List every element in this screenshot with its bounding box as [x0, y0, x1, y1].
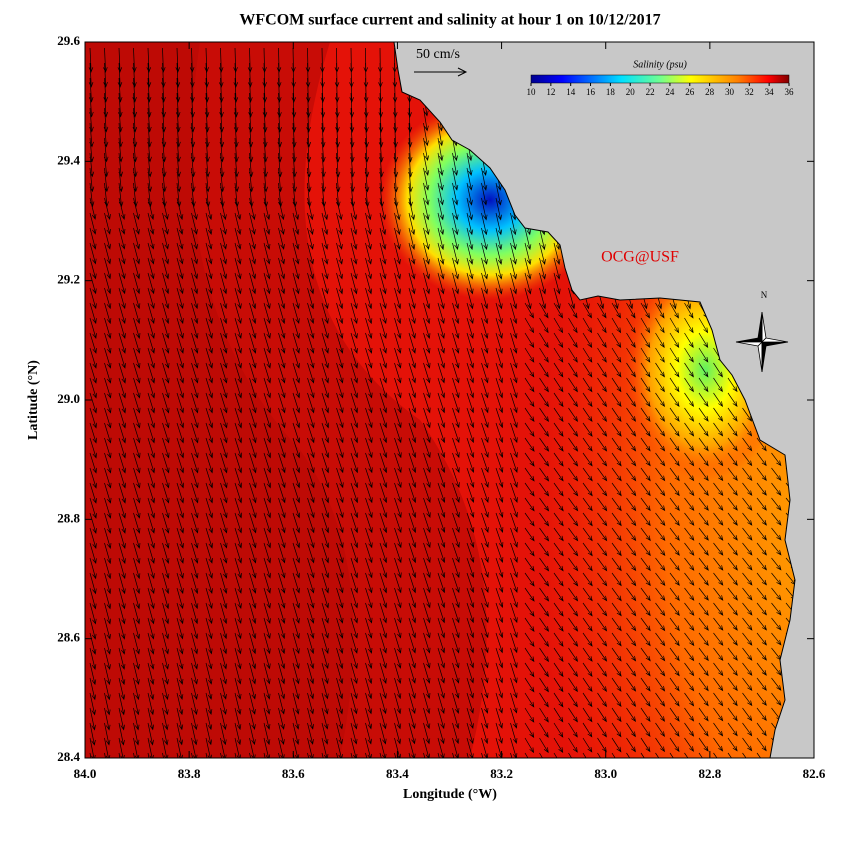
colorbar-tick-label: 30 — [725, 87, 735, 97]
y-tick-label: 29.6 — [57, 33, 80, 48]
colorbar-tick-label: 32 — [745, 87, 754, 97]
colorbar-title: Salinity (psu) — [633, 59, 687, 70]
x-axis-label: Longitude (°W) — [403, 787, 497, 802]
y-tick-label: 28.8 — [57, 510, 80, 525]
scale-label: 50 cm/s — [416, 47, 460, 62]
compass-rose — [735, 311, 789, 373]
x-tick-label: 83.6 — [282, 766, 305, 781]
colorbar-tick-label: 34 — [765, 87, 775, 97]
colorbar-tick-label: 26 — [685, 87, 695, 97]
x-tick-label: 82.6 — [803, 766, 826, 781]
land — [393, 42, 814, 758]
colorbar-tick-label: 20 — [626, 87, 636, 97]
y-tick-label: 29.4 — [57, 152, 80, 167]
title: WFCOM surface current and salinity at ho… — [239, 12, 660, 29]
colorbar-tick-label: 36 — [785, 87, 795, 97]
y-tick-label: 28.6 — [57, 630, 80, 645]
x-tick-label: 83.8 — [178, 766, 201, 781]
compass-label: N — [761, 290, 768, 300]
x-tick-label: 82.8 — [698, 766, 721, 781]
y-tick-label: 29.2 — [57, 272, 80, 287]
colorbar-tick-label: 24 — [665, 87, 675, 97]
x-tick-label: 84.0 — [74, 766, 97, 781]
colorbar-tick-label: 12 — [546, 87, 555, 97]
axes: 84.0 83.8 83.6 83.4 83.2 83.0 82.8 82.6 28.4 28.6… — [57, 33, 826, 781]
x-tick-label: 83.4 — [386, 766, 409, 781]
y-axis-label: Latitude (°N) — [26, 360, 41, 440]
colorbar-tick-label: 18 — [606, 87, 616, 97]
y-tick-label: 28.4 — [57, 749, 80, 764]
scale-arrow — [414, 67, 468, 77]
salinity-field — [85, 42, 814, 758]
credit: OCG@USF — [601, 249, 679, 266]
y-tick-label: 29.0 — [57, 391, 80, 406]
colorbar-tick-label: 14 — [566, 87, 576, 97]
colorbar-tick-label: 28 — [705, 87, 715, 97]
colorbar-tick-label: 10 — [527, 87, 537, 97]
x-tick-label: 83.2 — [490, 766, 513, 781]
colorbar — [530, 74, 790, 84]
colorbar-tick-label: 22 — [646, 87, 655, 97]
colorbar-tick-label: 16 — [586, 87, 596, 97]
x-tick-label: 83.0 — [594, 766, 617, 781]
